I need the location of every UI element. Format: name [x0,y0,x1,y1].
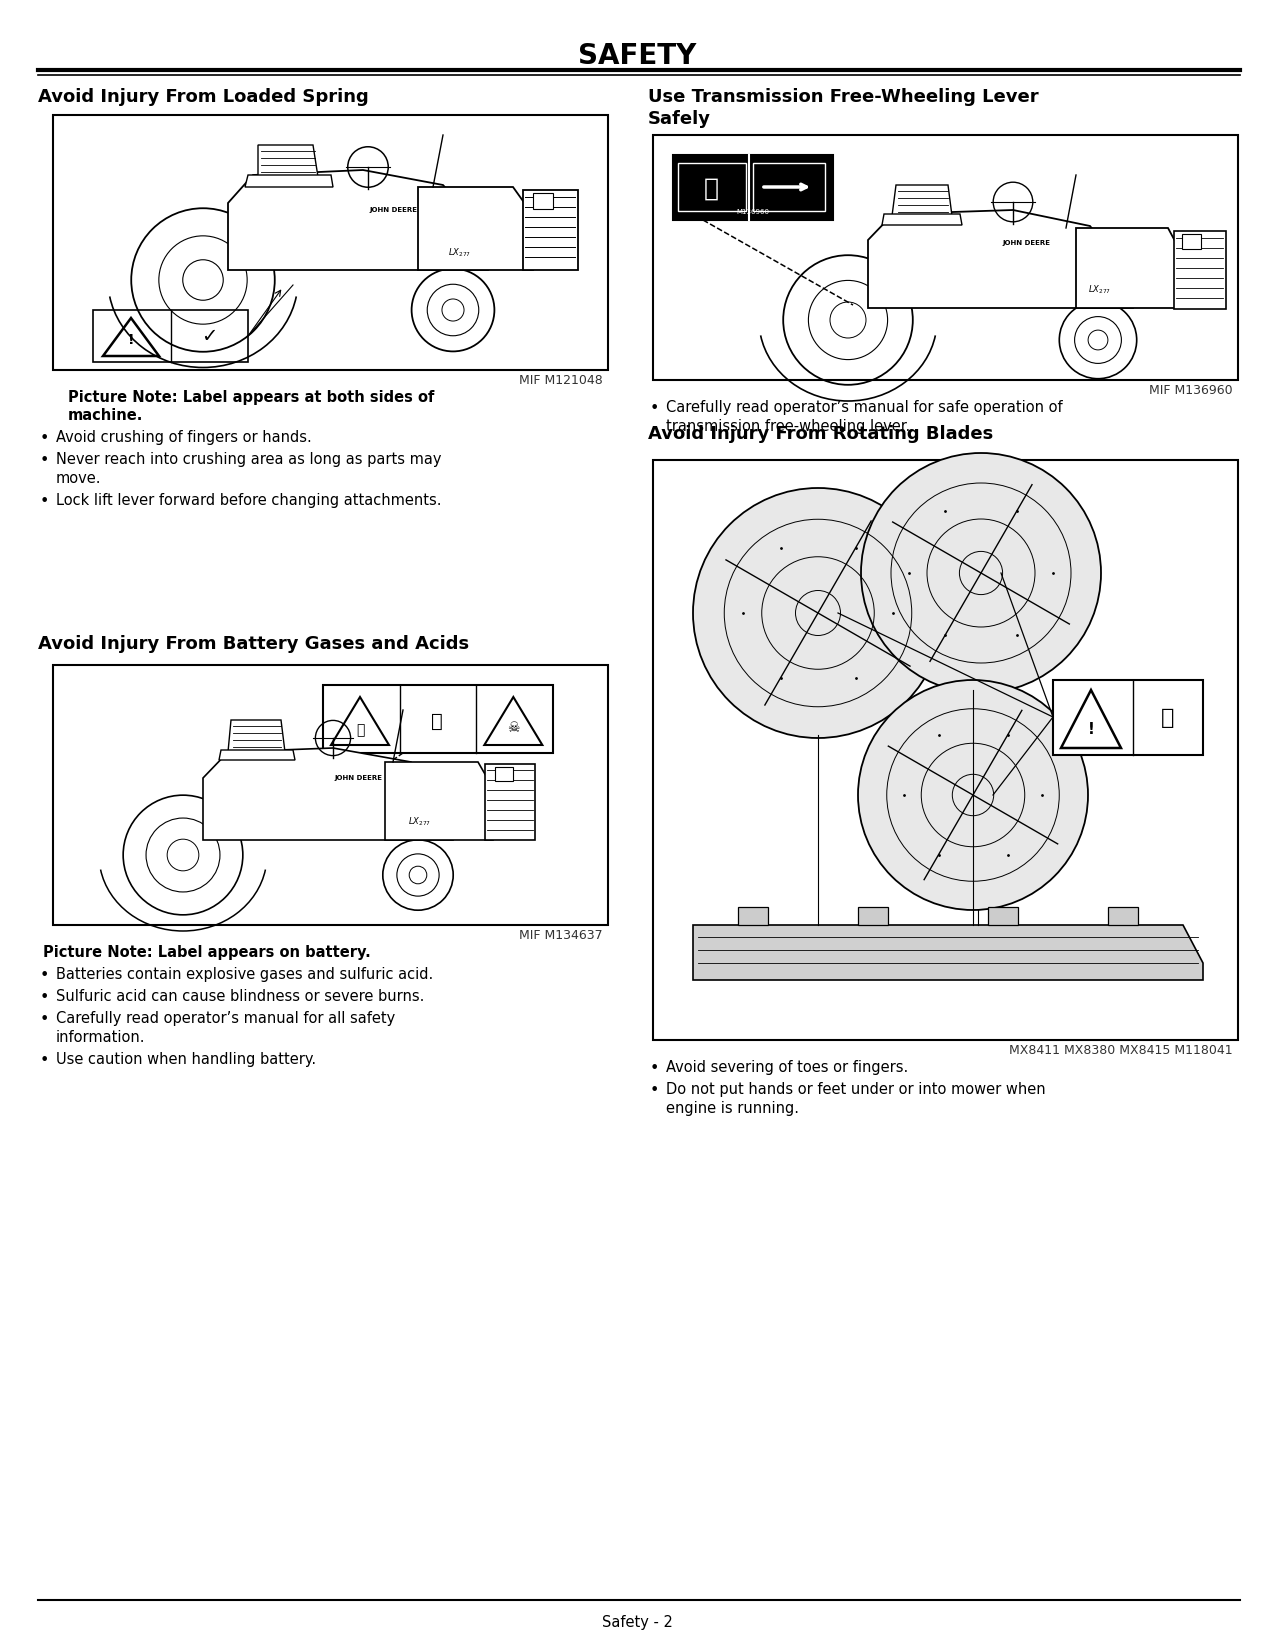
Text: !: ! [128,333,134,346]
Bar [988,908,1017,926]
Polygon shape [694,926,1204,980]
Text: Picture Note: Label appears on battery.: Picture Note: Label appears on battery. [43,945,371,960]
Polygon shape [228,170,488,271]
Text: M136960: M136960 [737,210,770,215]
Bar [93,310,249,361]
Bar [495,767,513,780]
Bar [54,116,608,370]
Circle shape [861,454,1102,693]
Text: •: • [650,1082,659,1097]
Text: •: • [40,1011,50,1026]
Bar [54,665,608,926]
Text: •: • [650,1061,659,1076]
Text: ✓: ✓ [201,327,217,345]
Polygon shape [882,214,963,224]
Text: machine.: machine. [68,408,143,422]
Bar [323,685,553,752]
Polygon shape [418,186,533,271]
Text: •: • [40,454,50,469]
Text: Avoid Injury From Battery Gases and Acids: Avoid Injury From Battery Gases and Acid… [38,635,469,653]
Text: •: • [40,493,50,508]
Polygon shape [258,145,317,177]
Text: $\it{LX}_{277}$: $\it{LX}_{277}$ [1088,284,1111,297]
Text: •: • [40,431,50,446]
Text: •: • [650,401,659,416]
Text: $\it{LX}_{277}$: $\it{LX}_{277}$ [408,815,431,828]
Circle shape [858,680,1088,911]
Text: •: • [40,1053,50,1068]
Text: Safety - 2: Safety - 2 [602,1615,673,1630]
Bar [1108,908,1139,926]
Text: Lock lift lever forward before changing attachments.: Lock lift lever forward before changing … [56,493,441,508]
Text: MX8411 MX8380 MX8415 M118041: MX8411 MX8380 MX8415 M118041 [1010,1044,1233,1058]
Text: JOHN DEERE: JOHN DEERE [368,206,417,213]
Polygon shape [892,185,952,216]
Polygon shape [203,747,453,840]
Bar [653,135,1238,380]
Text: 📖: 📖 [431,711,442,731]
Text: ☠: ☠ [507,721,520,734]
Text: Never reach into crushing area as long as parts may: Never reach into crushing area as long a… [56,452,441,467]
Bar [673,155,833,219]
Text: Use caution when handling battery.: Use caution when handling battery. [56,1053,316,1068]
Text: engine is running.: engine is running. [666,1101,799,1115]
Text: Avoid crushing of fingers or hands.: Avoid crushing of fingers or hands. [56,431,312,446]
Bar [1174,231,1227,309]
Text: Sulfuric acid can cause blindness or severe burns.: Sulfuric acid can cause blindness or sev… [56,988,425,1003]
Polygon shape [868,210,1133,309]
Text: Carefully read operator’s manual for safe operation of: Carefully read operator’s manual for saf… [666,399,1062,416]
Polygon shape [385,762,493,840]
Text: MIF M136960: MIF M136960 [1149,384,1233,398]
Text: Avoid Injury From Rotating Blades: Avoid Injury From Rotating Blades [648,426,993,442]
Circle shape [694,488,944,738]
Text: MIF M121048: MIF M121048 [519,375,603,388]
Bar [1053,680,1204,756]
Text: JOHN DEERE: JOHN DEERE [334,776,382,780]
Polygon shape [245,175,333,186]
Bar [533,193,553,210]
Polygon shape [228,719,286,752]
Text: 🦶: 🦶 [1162,708,1174,728]
Text: 🔥: 🔥 [356,723,365,738]
Bar [653,460,1238,1040]
Text: Avoid Injury From Loaded Spring: Avoid Injury From Loaded Spring [38,87,368,106]
Polygon shape [1076,228,1183,309]
Bar [858,908,887,926]
Text: MIF M134637: MIF M134637 [519,929,603,942]
Text: Batteries contain explosive gases and sulfuric acid.: Batteries contain explosive gases and su… [56,967,434,982]
Text: Carefully read operator’s manual for all safety: Carefully read operator’s manual for all… [56,1011,395,1026]
Bar [738,908,768,926]
Text: transmission free-wheeling lever.: transmission free-wheeling lever. [666,419,910,434]
Text: Do not put hands or feet under or into mower when: Do not put hands or feet under or into m… [666,1082,1046,1097]
Text: 📖: 📖 [704,177,719,201]
Text: JOHN DEERE: JOHN DEERE [1002,239,1051,246]
Bar [523,190,578,271]
Text: SAFETY: SAFETY [579,41,696,69]
Text: •: • [40,990,50,1005]
Bar [678,163,746,211]
Text: move.: move. [56,470,102,487]
Text: $\it{LX}_{277}$: $\it{LX}_{277}$ [448,248,470,259]
Text: Use Transmission Free-Wheeling Lever
Safely: Use Transmission Free-Wheeling Lever Saf… [648,87,1039,127]
Text: information.: information. [56,1030,145,1044]
Text: Picture Note: Label appears at both sides of: Picture Note: Label appears at both side… [68,389,435,404]
Bar [484,764,536,840]
Polygon shape [219,751,295,761]
Text: Avoid severing of toes or fingers.: Avoid severing of toes or fingers. [666,1059,908,1076]
Text: !: ! [1088,723,1094,738]
Bar [754,163,825,211]
Text: •: • [40,969,50,983]
Bar [1182,234,1201,249]
